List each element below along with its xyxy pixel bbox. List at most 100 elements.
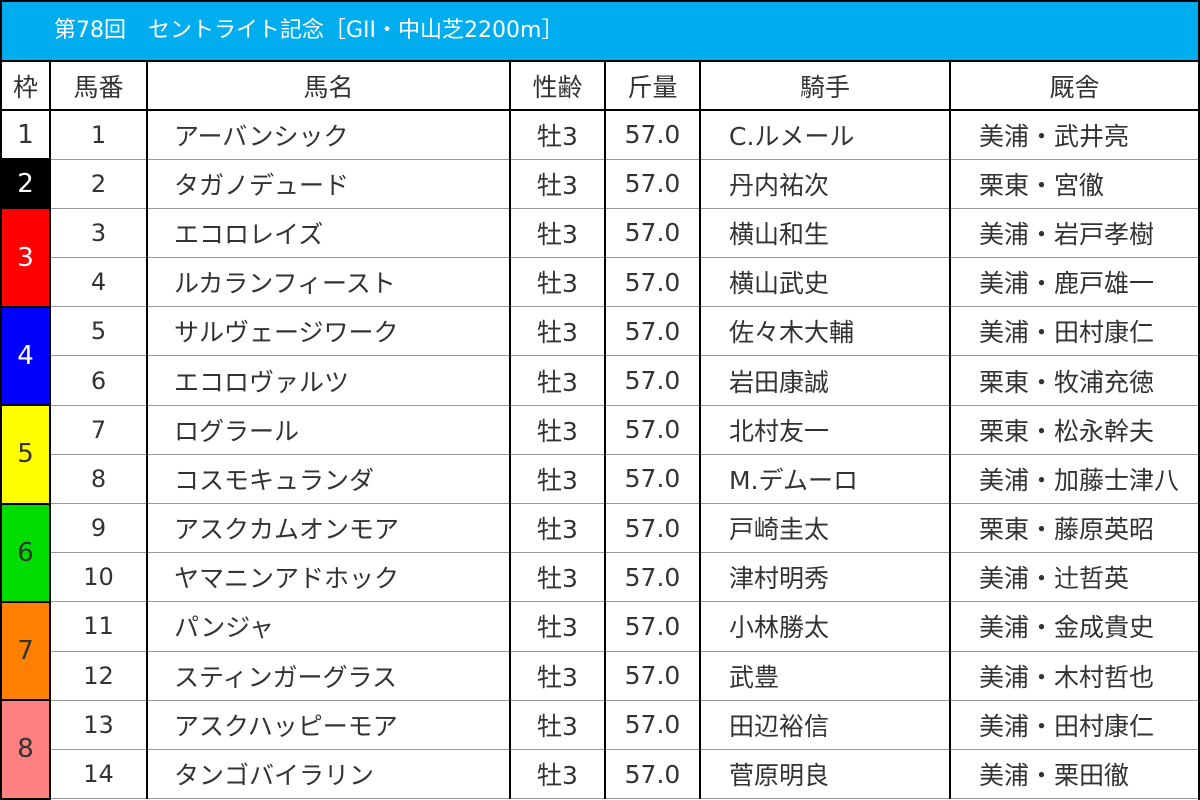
horse-number-cell: 11 (49, 601, 147, 652)
table-row: 14 タンゴバイラリン 牡3 57.0 菅原明良 美浦・栗田徹 (2, 749, 1198, 800)
carried-weight-cell: 57.0 (604, 601, 700, 652)
sex-age-cell: 牡3 (509, 700, 605, 750)
frame-cell: 5 (2, 405, 50, 505)
jockey-cell: M.デムーロ (699, 454, 950, 505)
horse-name-cell: ルカランフィースト (146, 257, 510, 308)
jockey-cell: 小林勝太 (699, 601, 950, 652)
jockey-cell: 戸崎圭太 (699, 503, 950, 554)
sex-age-cell: 牡3 (509, 110, 605, 160)
header-jockey: 騎手 (699, 62, 950, 111)
sex-age-cell: 牡3 (509, 601, 605, 652)
trainer-cell: 美浦・金成貴史 (949, 601, 1198, 652)
header-number: 馬番 (49, 62, 147, 111)
entry-table: 枠 馬番 馬名 性齢 斤量 騎手 厩舎 1 1 アーバンシック 牡3 57.0 C.ルメー… (2, 62, 1198, 800)
horse-number-cell: 4 (49, 257, 147, 308)
table-row: 6 エコロヴァルツ 牡3 57.0 岩田康誠 栗東・牧浦充徳 (2, 355, 1198, 406)
race-title: 第78回 セントライト記念［GII・中山芝2200m］ (2, 2, 1198, 60)
frame-cell: 2 (2, 159, 50, 210)
trainer-cell: 美浦・栗田徹 (949, 749, 1198, 800)
sex-age-cell: 牡3 (509, 208, 605, 259)
carried-weight-cell: 57.0 (604, 700, 700, 750)
carried-weight-cell: 57.0 (604, 110, 700, 160)
table-row: 3 3 エコロレイズ 牡3 57.0 横山和生 美浦・岩戸孝樹 (2, 208, 1198, 308)
table-row: 6 9 アスクカムオンモア 牡3 57.0 戸崎圭太 栗東・藤原英昭 (2, 503, 1198, 603)
horse-name-cell: スティンガーグラス (146, 651, 510, 701)
horse-number-cell: 1 (49, 110, 147, 160)
horse-name-cell: タンゴバイラリン (146, 749, 510, 800)
jockey-cell: 菅原明良 (699, 749, 950, 800)
table-row: 8 13 アスクハッピーモア 牡3 57.0 田辺裕信 美浦・田村康仁 (2, 700, 1198, 800)
frame-cell: 3 (2, 208, 50, 308)
horse-name-cell: アスクハッピーモア (146, 700, 510, 750)
table-row: 2 2 タガノデュード 牡3 57.0 丹内祐次 栗東・宮徹 (2, 159, 1198, 210)
table-row: 4 5 サルヴェージワーク 牡3 57.0 佐々木大輔 美浦・田村康仁 (2, 306, 1198, 407)
header-row: 枠 馬番 馬名 性齢 斤量 騎手 厩舎 (2, 62, 1198, 111)
sex-age-cell: 牡3 (509, 454, 605, 505)
trainer-cell: 栗東・宮徹 (949, 159, 1198, 209)
table-row: 5 7 ログラール 牡3 57.0 北村友一 栗東・松永幹夫 (2, 405, 1198, 505)
jockey-cell: 武豊 (699, 651, 950, 701)
jockey-cell: 岩田康誠 (699, 355, 950, 406)
trainer-cell: 美浦・田村康仁 (949, 700, 1198, 750)
table-row: 10 ヤマニンアドホック 牡3 57.0 津村明秀 美浦・辻哲英 (2, 552, 1198, 603)
frame-cell: 6 (2, 503, 50, 603)
horse-name-cell: アスクカムオンモア (146, 503, 510, 554)
frame-cell: 1 (2, 110, 50, 161)
horse-name-cell: エコロヴァルツ (146, 355, 510, 406)
horse-number-cell: 10 (49, 552, 147, 603)
table-row: 4 ルカランフィースト 牡3 57.0 横山武史 美浦・鹿戸雄一 (2, 257, 1198, 308)
horse-number-cell: 2 (49, 159, 147, 209)
header-trainer: 厩舎 (949, 62, 1198, 111)
header-sex-age: 性齢 (509, 62, 605, 111)
carried-weight-cell: 57.0 (604, 651, 700, 701)
frame-cell: 4 (2, 306, 50, 407)
trainer-cell: 美浦・鹿戸雄一 (949, 257, 1198, 308)
horse-name-cell: サルヴェージワーク (146, 306, 510, 357)
frame-cell: 8 (2, 700, 50, 800)
horse-number-cell: 6 (49, 355, 147, 406)
horse-name-cell: パンジャ (146, 601, 510, 652)
trainer-cell: 美浦・木村哲也 (949, 651, 1198, 701)
jockey-cell: 丹内祐次 (699, 159, 950, 209)
carried-weight-cell: 57.0 (604, 503, 700, 554)
table-row: 12 スティンガーグラス 牡3 57.0 武豊 美浦・木村哲也 (2, 651, 1198, 701)
horse-number-cell: 3 (49, 208, 147, 259)
trainer-cell: 美浦・田村康仁 (949, 306, 1198, 357)
carried-weight-cell: 57.0 (604, 159, 700, 209)
trainer-cell: 美浦・辻哲英 (949, 552, 1198, 603)
horse-name-cell: エコロレイズ (146, 208, 510, 259)
trainer-cell: 美浦・岩戸孝樹 (949, 208, 1198, 259)
trainer-cell: 栗東・松永幹夫 (949, 405, 1198, 455)
table-row: 8 コスモキュランダ 牡3 57.0 M.デムーロ 美浦・加藤士津八 (2, 454, 1198, 505)
horse-number-cell: 13 (49, 700, 147, 750)
jockey-cell: 北村友一 (699, 405, 950, 455)
carried-weight-cell: 57.0 (604, 208, 700, 259)
sex-age-cell: 牡3 (509, 355, 605, 406)
horse-name-cell: コスモキュランダ (146, 454, 510, 505)
jockey-cell: 田辺裕信 (699, 700, 950, 750)
header-horse-name: 馬名 (146, 62, 510, 111)
sex-age-cell: 牡3 (509, 552, 605, 603)
horse-number-cell: 12 (49, 651, 147, 701)
trainer-cell: 美浦・加藤士津八 (949, 454, 1198, 505)
sex-age-cell: 牡3 (509, 503, 605, 554)
jockey-cell: C.ルメール (699, 110, 950, 160)
sex-age-cell: 牡3 (509, 749, 605, 800)
horse-name-cell: ログラール (146, 405, 510, 455)
carried-weight-cell: 57.0 (604, 552, 700, 603)
horse-name-cell: タガノデュード (146, 159, 510, 209)
jockey-cell: 横山武史 (699, 257, 950, 308)
table-row: 7 11 パンジャ 牡3 57.0 小林勝太 美浦・金成貴史 (2, 601, 1198, 702)
horse-name-cell: アーバンシック (146, 110, 510, 160)
carried-weight-cell: 57.0 (604, 454, 700, 505)
header-weight: 斤量 (604, 62, 700, 111)
header-frame: 枠 (2, 62, 50, 111)
trainer-cell: 栗東・牧浦充徳 (949, 355, 1198, 406)
trainer-cell: 栗東・藤原英昭 (949, 503, 1198, 554)
sex-age-cell: 牡3 (509, 306, 605, 357)
horse-number-cell: 8 (49, 454, 147, 505)
jockey-cell: 津村明秀 (699, 552, 950, 603)
sex-age-cell: 牡3 (509, 159, 605, 209)
horse-number-cell: 5 (49, 306, 147, 357)
sex-age-cell: 牡3 (509, 405, 605, 455)
